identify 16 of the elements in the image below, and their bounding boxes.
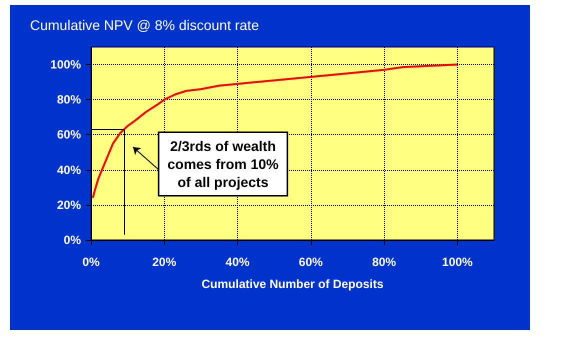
x-tick-label: 20% xyxy=(152,255,177,269)
x-axis-title: Cumulative Number of Deposits xyxy=(201,277,384,291)
x-tick-label: 40% xyxy=(226,255,250,269)
x-tick-label: 0% xyxy=(82,255,100,269)
x-tick-label: 60% xyxy=(298,255,324,269)
y-tick-label: 40% xyxy=(56,162,82,177)
y-tick-label: 60% xyxy=(56,128,82,142)
chart-title: Cumulative NPV @ 8% discount rate xyxy=(30,17,260,33)
y-tick-label: 100% xyxy=(50,58,82,72)
y-tick-label: 20% xyxy=(56,198,82,212)
y-tick-label: 80% xyxy=(56,92,82,107)
y-tick-label: 0% xyxy=(64,233,82,247)
annotation: 2/3rds of wealth comes from 10% of all projects xyxy=(167,138,280,190)
x-tick-label: 80% xyxy=(372,255,396,269)
x-tick-label: 100% xyxy=(442,255,474,269)
line-series xyxy=(92,64,458,199)
